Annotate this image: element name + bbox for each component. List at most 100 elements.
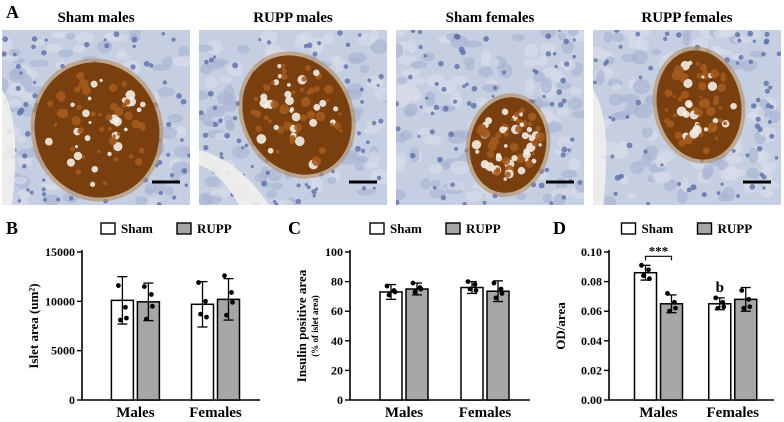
data-point: [499, 291, 505, 296]
micrograph-rupp-females: [593, 30, 781, 205]
bar-rupp-females: [486, 290, 510, 401]
image-title-sham-females: Sham females: [445, 10, 535, 26]
y-tick-label: 20: [331, 363, 343, 377]
data-point: [665, 291, 670, 296]
bar-sham-males: [633, 271, 658, 401]
data-point: [229, 290, 234, 295]
data-point: [203, 298, 208, 304]
significance-bracket: [644, 255, 673, 261]
data-point: [713, 295, 719, 301]
legend-swatch-rupp: [176, 222, 192, 235]
y-tick-label: 0.04: [581, 334, 602, 348]
y-tick-label: 100: [325, 245, 343, 259]
bar-sham-females: [460, 286, 484, 401]
data-point: [123, 304, 128, 310]
data-point: [224, 312, 229, 318]
legend-swatch-rupp: [445, 222, 461, 235]
bar-rupp-males: [659, 303, 684, 401]
data-point: [384, 283, 390, 289]
data-point: [118, 317, 123, 323]
data-point: [124, 315, 129, 321]
data-point: [646, 267, 651, 273]
data-point: [196, 280, 201, 285]
data-point: [498, 286, 504, 292]
data-point: [116, 283, 121, 288]
x-tick-label-males: Males: [385, 405, 423, 421]
data-point: [467, 286, 473, 292]
y-tick-label: 60: [331, 304, 343, 318]
panel-label-b: B: [6, 218, 19, 238]
data-point: [673, 305, 678, 311]
legend-swatch-sham: [100, 222, 116, 235]
data-point: [641, 273, 646, 279]
legend-label-sham: Sham: [642, 221, 674, 236]
y-tick-label: 0: [337, 393, 343, 407]
y-tick-label: 5000: [51, 344, 75, 358]
data-point: [144, 316, 149, 322]
y-tick-label: 80: [331, 275, 343, 289]
data-point: [222, 273, 227, 279]
y-axis-label: Islet area (um²): [26, 283, 41, 368]
data-point: [491, 280, 497, 286]
x-tick-label-males: Males: [116, 405, 154, 421]
data-point: [639, 262, 644, 268]
image-title-sham-males: Sham males: [57, 10, 135, 26]
data-point: [739, 288, 745, 293]
data-point: [142, 284, 147, 289]
y-tick-label: 10000: [45, 294, 75, 308]
data-point: [715, 305, 721, 311]
legend-swatch-sham: [369, 222, 385, 235]
legend-swatch-sham: [620, 222, 637, 235]
y-axis-sublabel: (% of islet area): [310, 295, 320, 357]
legend-swatch-rupp: [696, 222, 713, 235]
data-point: [418, 286, 424, 292]
data-point: [493, 295, 499, 301]
data-point: [472, 282, 478, 287]
data-point: [149, 292, 154, 297]
micrograph-sham-males: [2, 30, 190, 205]
bar-sham-females: [708, 303, 732, 401]
y-tick-label: 40: [331, 334, 343, 348]
chart-insulin-positive-area: Sham RUPP 0 20 40 60 80 100 Insulin positive are…: [294, 221, 530, 421]
y-tick-label: 0.08: [581, 275, 602, 289]
panel-label-a: A: [6, 2, 19, 22]
data-point: [386, 292, 392, 298]
y-tick-label: 0.00: [581, 393, 602, 407]
data-point: [230, 299, 235, 305]
x-tick-label-females: Females: [459, 405, 512, 421]
data-point: [410, 280, 416, 286]
legend-label-rupp: RUPP: [718, 221, 753, 236]
x-tick-label-males: Males: [639, 405, 677, 421]
chart-islet-area: Sham RUPP 0 5000 10000 15000 Islet area (um²) M…: [26, 221, 260, 421]
data-point: [672, 299, 677, 305]
chart-od-area: Sham RUPP 0.00 0.02 0.04 0.06 0.08 0.10 OD/area M…: [553, 221, 774, 421]
micrograph-sham-females: [396, 30, 584, 205]
panel-label-c: C: [288, 218, 301, 238]
image-title-rupp-males: RUPP males: [253, 10, 333, 26]
data-point: [198, 311, 203, 317]
data-point: [473, 288, 479, 293]
data-point: [747, 304, 753, 310]
panel-label-d: D: [553, 218, 566, 238]
micrograph-rupp-males: [199, 30, 387, 205]
y-tick-label: 0.02: [581, 363, 602, 377]
legend-label-rupp: RUPP: [197, 221, 232, 236]
significance-label: ***: [649, 243, 669, 258]
data-point: [741, 305, 747, 311]
x-tick-label-females: Females: [189, 405, 242, 421]
y-tick-label: 0.10: [581, 245, 602, 259]
data-point: [412, 289, 418, 295]
image-title-rupp-females: RUPP females: [641, 10, 733, 26]
annotation-label: b: [716, 280, 724, 296]
legend-label-sham: Sham: [390, 221, 422, 236]
x-tick-label-females: Females: [707, 405, 760, 421]
data-point: [746, 296, 752, 302]
y-axis-label: Insulin positive area: [294, 269, 309, 382]
bar-sham-males: [379, 291, 403, 401]
data-point: [667, 308, 672, 314]
data-point: [465, 279, 471, 284]
data-point: [721, 304, 727, 310]
legend-label-rupp: RUPP: [466, 221, 501, 236]
y-tick-label: 0: [69, 393, 75, 407]
data-point: [150, 303, 155, 309]
